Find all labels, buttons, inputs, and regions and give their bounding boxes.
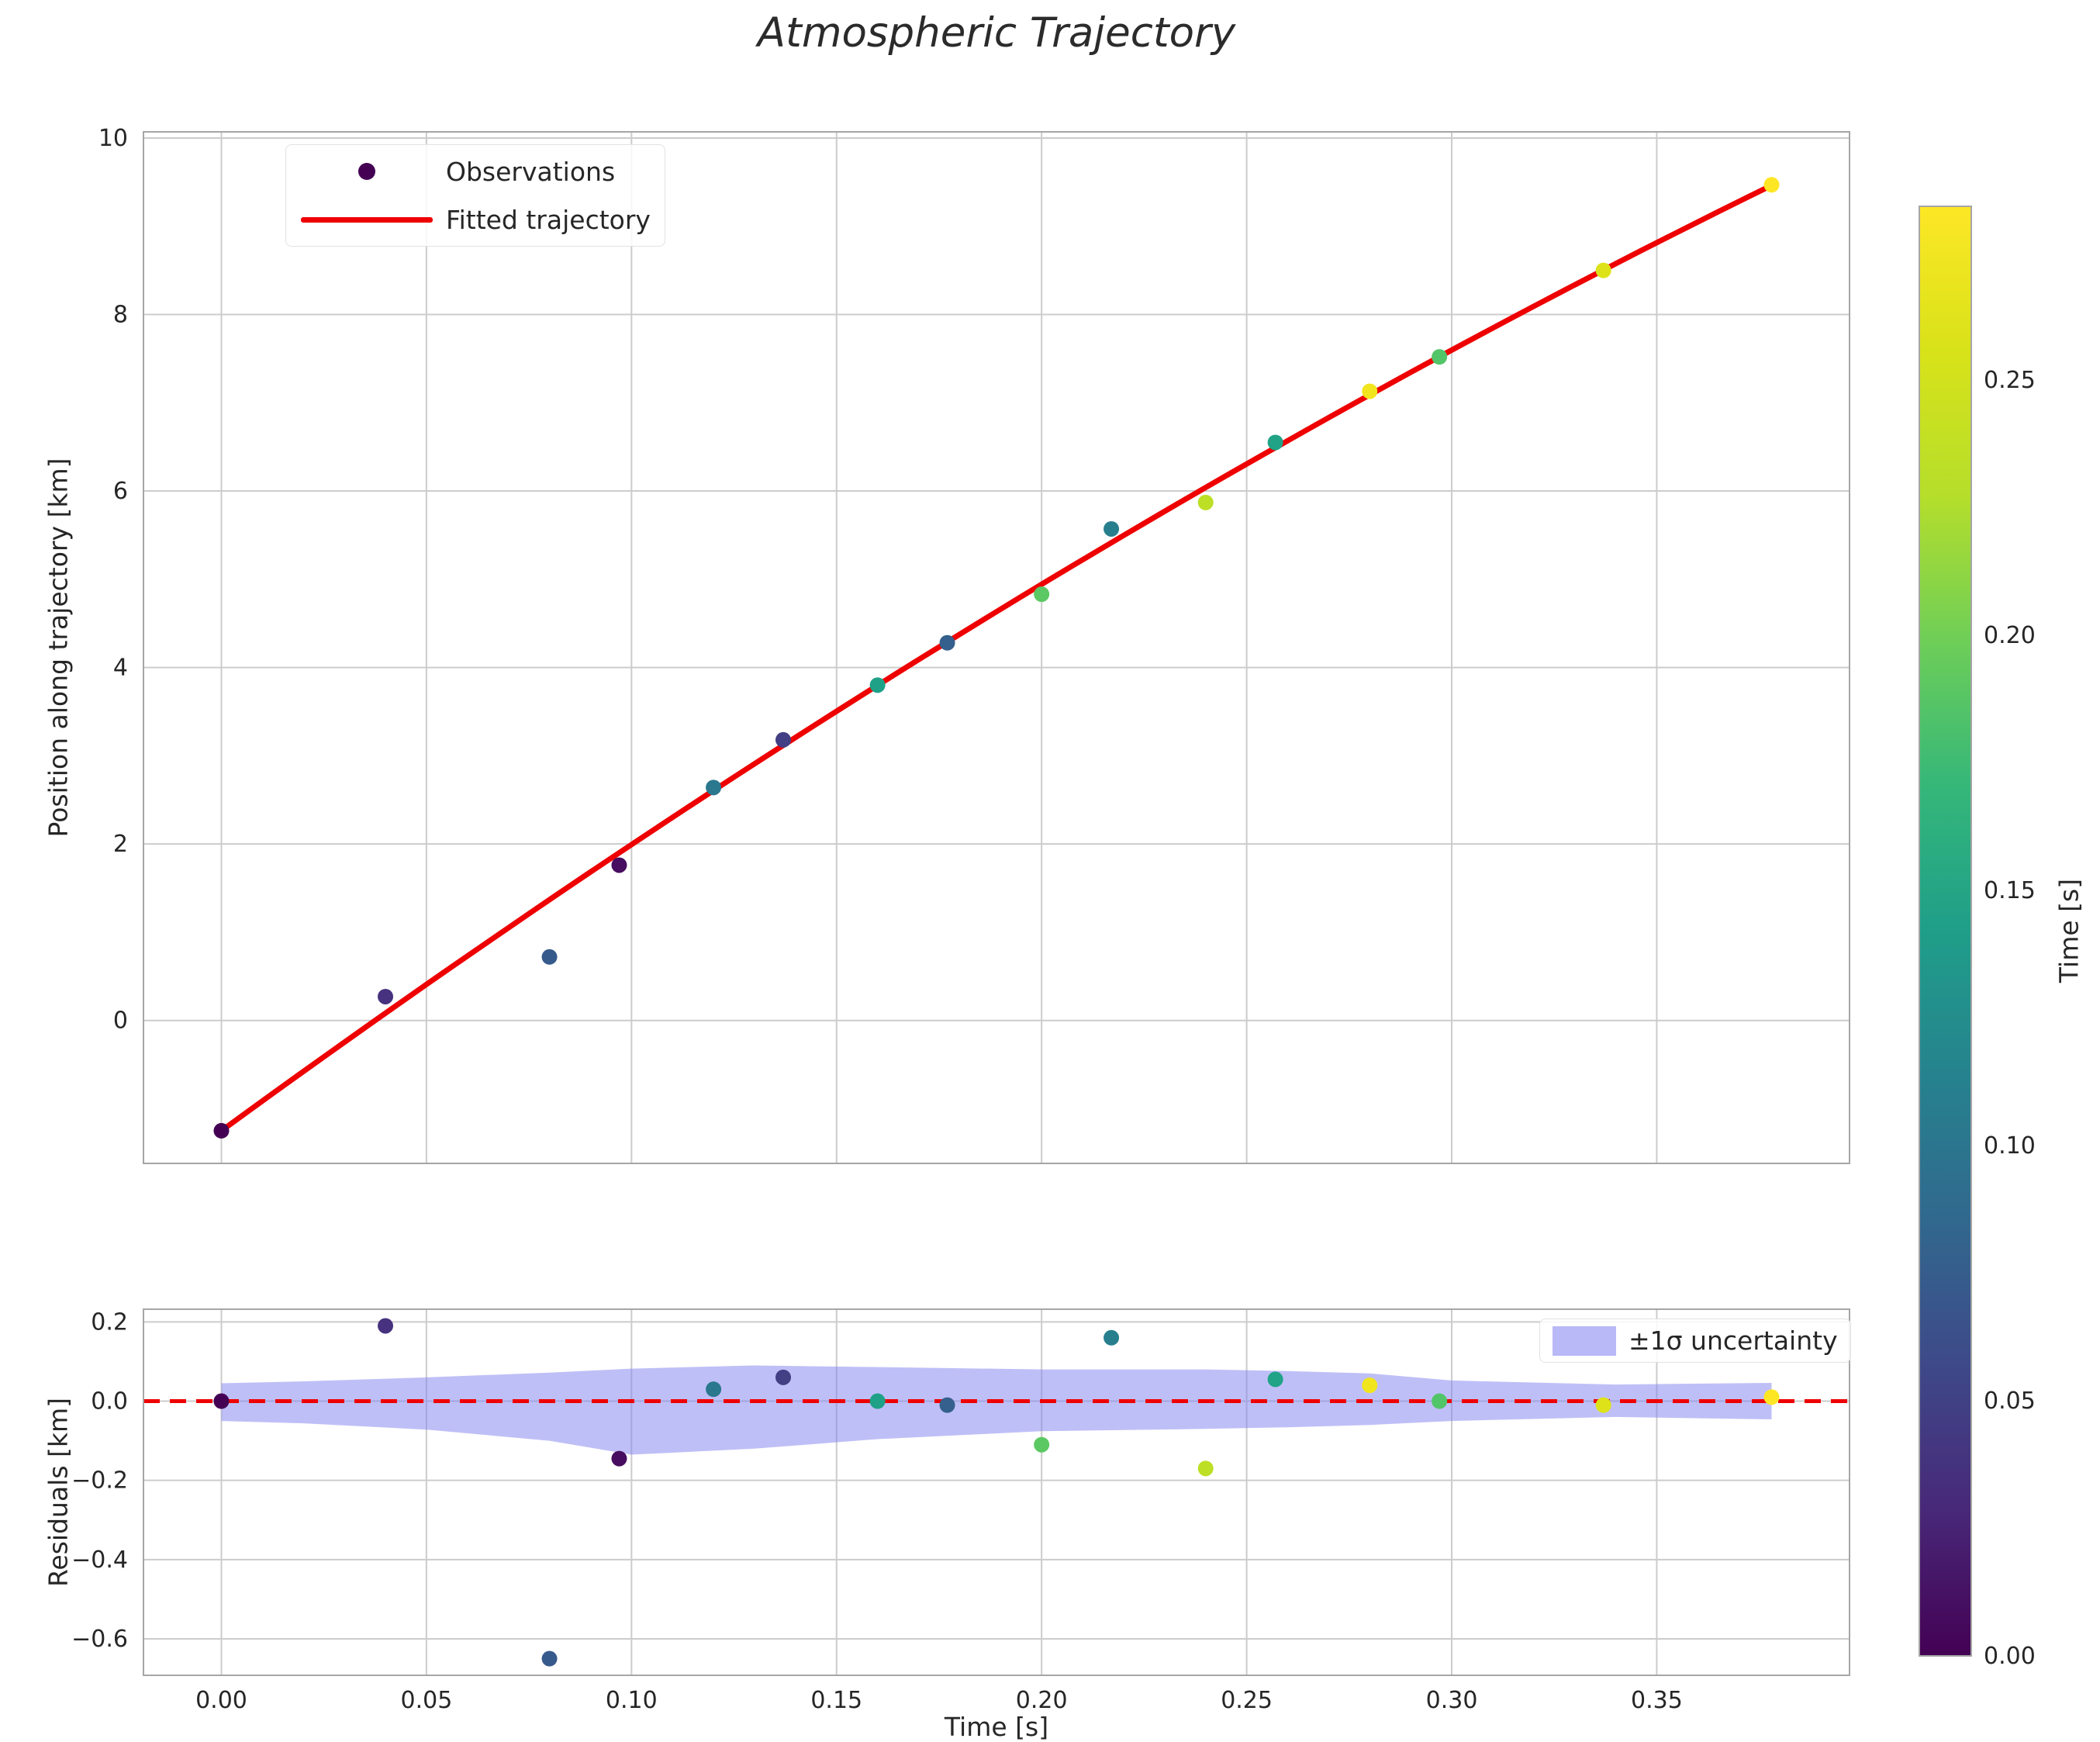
observation-point bbox=[1104, 520, 1120, 537]
residual-point bbox=[775, 1369, 791, 1385]
uncertainty-patch-icon bbox=[1553, 1326, 1616, 1356]
observation-point bbox=[1034, 586, 1050, 603]
legend-observations-label: Observations bbox=[446, 156, 616, 187]
residual-point bbox=[939, 1397, 955, 1413]
residual-point bbox=[1432, 1393, 1448, 1409]
x-tick-label: 0.05 bbox=[401, 1687, 453, 1714]
residual-y-tick-label: 0.2 bbox=[91, 1308, 128, 1336]
y-tick-label: 6 bbox=[113, 478, 128, 505]
residual-point bbox=[1595, 1397, 1611, 1413]
observation-point bbox=[1197, 494, 1214, 510]
residual-y-tick-label: −0.4 bbox=[71, 1547, 128, 1574]
residual-y-axis-label: Residuals [km] bbox=[43, 1397, 74, 1588]
observation-point bbox=[1595, 262, 1611, 278]
main-axes-frame bbox=[143, 131, 1850, 1164]
residual-point bbox=[1362, 1377, 1378, 1394]
y-tick-label: 8 bbox=[113, 302, 128, 329]
observation-point bbox=[611, 857, 627, 873]
residual-point bbox=[1104, 1329, 1120, 1346]
residual-point bbox=[213, 1393, 230, 1409]
observation-point bbox=[213, 1122, 230, 1139]
x-tick-label: 0.35 bbox=[1631, 1687, 1683, 1714]
legend-entry-fitted: Fitted trajectory bbox=[300, 198, 651, 241]
observation-point bbox=[541, 949, 558, 965]
uncertainty-band bbox=[221, 1365, 1772, 1455]
x-tick-label: 0.00 bbox=[195, 1687, 247, 1714]
legend-uncertainty-label: ±1σ uncertainty bbox=[1629, 1326, 1838, 1356]
residual-axes-frame bbox=[143, 1308, 1850, 1676]
observation-point bbox=[378, 988, 394, 1004]
residual-point bbox=[378, 1318, 394, 1334]
colorbar-tick-label: 0.10 bbox=[1984, 1132, 2036, 1160]
residual-point bbox=[869, 1393, 886, 1409]
legend-entry-observations: Observations bbox=[300, 150, 651, 193]
residual-y-tick-label: −0.6 bbox=[71, 1626, 128, 1653]
x-tick-label: 0.30 bbox=[1426, 1687, 1478, 1714]
colorbar-tick-label: 0.25 bbox=[1984, 367, 2036, 394]
fitted-line-marker-icon bbox=[301, 216, 433, 223]
residual-point bbox=[1034, 1436, 1050, 1453]
residual-legend: ±1σ uncertainty bbox=[1539, 1319, 1851, 1363]
observations-marker-icon bbox=[358, 163, 375, 180]
colorbar-tick-label: 0.15 bbox=[1984, 877, 2036, 904]
x-axis-label: Time [s] bbox=[944, 1712, 1049, 1742]
colorbar-tick-label: 0.05 bbox=[1984, 1388, 2036, 1415]
y-tick-label: 4 bbox=[113, 655, 128, 682]
colorbar-tick-label: 0.20 bbox=[1984, 622, 2036, 649]
residual-point bbox=[706, 1381, 722, 1398]
colorbar-label: Time [s] bbox=[2053, 878, 2084, 983]
colorbar bbox=[1919, 206, 1972, 1657]
observation-point bbox=[1267, 434, 1283, 451]
observation-point bbox=[1362, 383, 1378, 399]
chart-title: Atmospheric Trajectory bbox=[757, 9, 1236, 57]
y-tick-label: 10 bbox=[98, 125, 128, 152]
x-tick-label: 0.20 bbox=[1016, 1687, 1068, 1714]
residual-point bbox=[1763, 1389, 1780, 1405]
x-tick-label: 0.25 bbox=[1221, 1687, 1273, 1714]
observation-point bbox=[1432, 349, 1448, 365]
main-legend: Observations Fitted trajectory bbox=[285, 144, 665, 247]
observation-point bbox=[1763, 177, 1780, 193]
legend-handle bbox=[300, 216, 433, 223]
main-y-axis-label: Position along trajectory [km] bbox=[43, 458, 74, 838]
residual-point bbox=[611, 1450, 627, 1467]
x-tick-label: 0.15 bbox=[810, 1687, 862, 1714]
observation-point bbox=[869, 677, 886, 693]
y-tick-label: 0 bbox=[113, 1008, 128, 1035]
residual-point bbox=[541, 1650, 558, 1667]
x-tick-label: 0.10 bbox=[606, 1687, 658, 1714]
legend-fitted-label: Fitted trajectory bbox=[446, 204, 651, 235]
residual-point bbox=[1267, 1371, 1283, 1388]
residual-y-tick-label: −0.2 bbox=[71, 1467, 128, 1495]
observation-point bbox=[706, 779, 722, 796]
residual-point bbox=[1197, 1460, 1214, 1477]
y-tick-label: 2 bbox=[113, 831, 128, 858]
observation-point bbox=[775, 731, 791, 748]
fitted-trajectory-line bbox=[219, 182, 1774, 1134]
legend-handle bbox=[300, 163, 433, 180]
colorbar-tick-label: 0.00 bbox=[1984, 1643, 2036, 1670]
residual-y-tick-label: 0.0 bbox=[91, 1388, 128, 1415]
observation-point bbox=[939, 634, 955, 651]
